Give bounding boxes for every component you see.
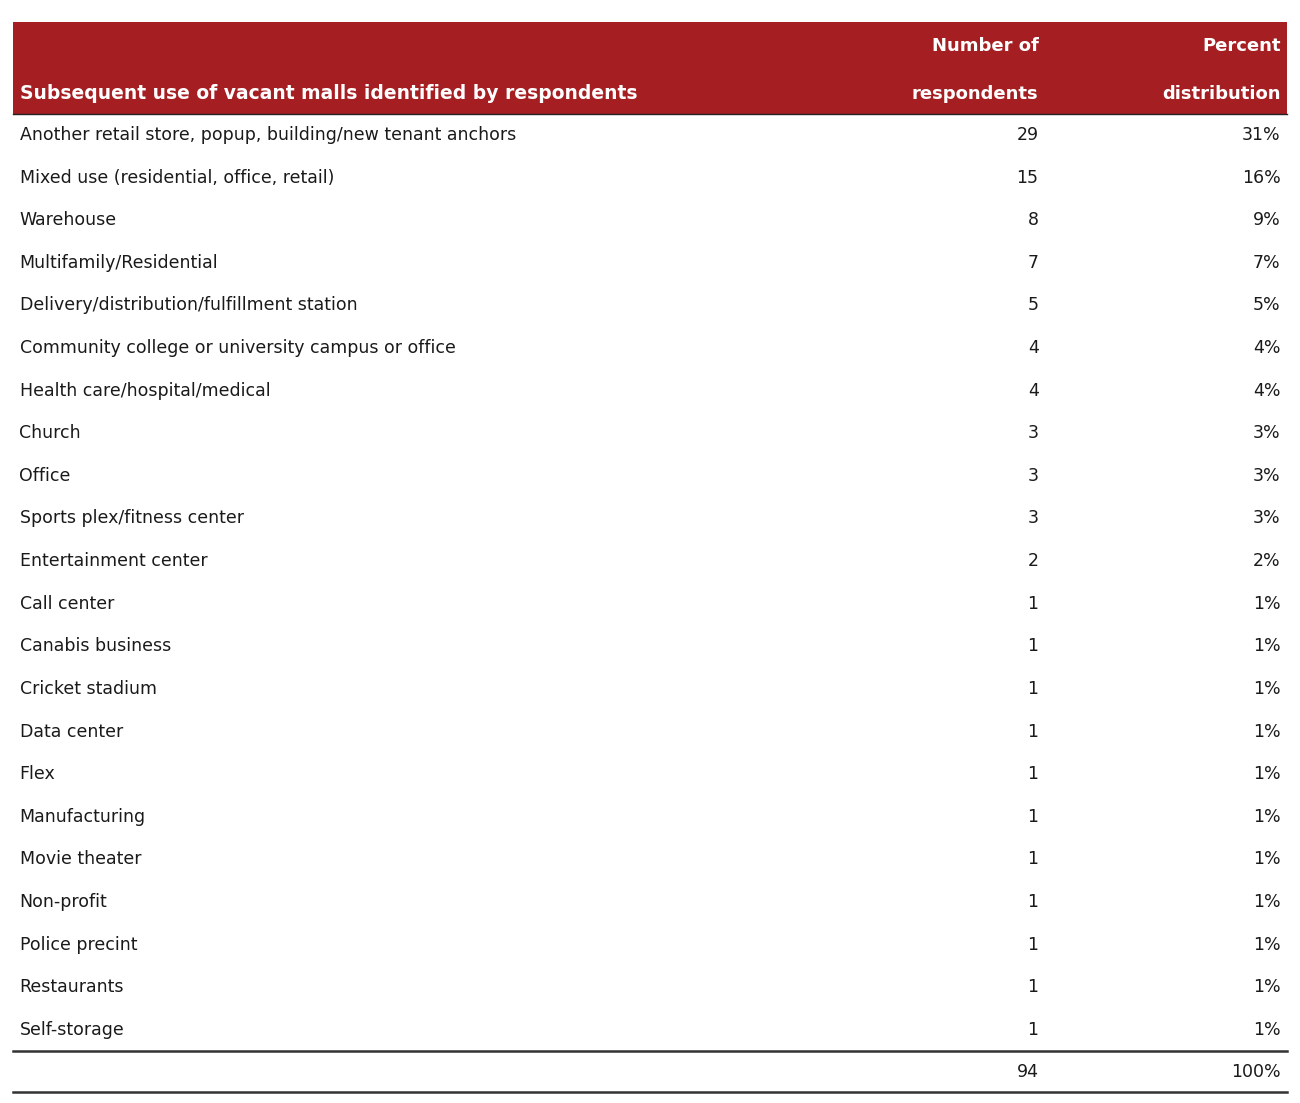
- Text: 1%: 1%: [1253, 893, 1280, 911]
- Text: Subsequent use of vacant malls identified by respondents: Subsequent use of vacant malls identifie…: [20, 84, 637, 103]
- FancyBboxPatch shape: [13, 199, 1287, 242]
- Text: 5: 5: [1027, 297, 1039, 314]
- Text: 3%: 3%: [1253, 467, 1280, 485]
- Text: 1%: 1%: [1253, 638, 1280, 655]
- Text: Warehouse: Warehouse: [20, 211, 117, 229]
- Text: 4: 4: [1028, 382, 1039, 399]
- Text: 7: 7: [1027, 254, 1039, 271]
- Text: 3%: 3%: [1253, 510, 1280, 527]
- Text: Another retail store, popup, building/new tenant anchors: Another retail store, popup, building/ne…: [20, 126, 516, 143]
- Text: 1: 1: [1027, 893, 1039, 911]
- Text: 1%: 1%: [1253, 722, 1280, 740]
- Text: Police precint: Police precint: [20, 935, 136, 954]
- FancyBboxPatch shape: [13, 923, 1287, 966]
- FancyBboxPatch shape: [13, 710, 1287, 753]
- Text: 1: 1: [1027, 595, 1039, 612]
- Text: 94: 94: [1017, 1062, 1039, 1081]
- Text: 1: 1: [1027, 722, 1039, 740]
- Text: Data center: Data center: [20, 722, 122, 740]
- FancyBboxPatch shape: [13, 1008, 1287, 1051]
- Text: 16%: 16%: [1242, 169, 1280, 186]
- Text: distribution: distribution: [1162, 85, 1280, 103]
- Text: Number of: Number of: [932, 38, 1039, 55]
- Text: 3: 3: [1027, 467, 1039, 485]
- FancyBboxPatch shape: [13, 667, 1287, 710]
- Text: Entertainment center: Entertainment center: [20, 553, 207, 570]
- FancyBboxPatch shape: [13, 795, 1287, 838]
- Text: respondents: respondents: [911, 85, 1039, 103]
- FancyBboxPatch shape: [13, 157, 1287, 199]
- Text: 4%: 4%: [1253, 382, 1280, 399]
- Text: Community college or university campus or office: Community college or university campus o…: [20, 339, 455, 357]
- Text: 1: 1: [1027, 638, 1039, 655]
- Text: 1%: 1%: [1253, 978, 1280, 996]
- Text: 31%: 31%: [1242, 126, 1280, 143]
- Text: 1%: 1%: [1253, 935, 1280, 954]
- FancyBboxPatch shape: [13, 539, 1287, 582]
- Text: Movie theater: Movie theater: [20, 850, 140, 868]
- Text: Multifamily/Residential: Multifamily/Residential: [20, 254, 218, 271]
- Text: Office: Office: [20, 467, 72, 485]
- FancyBboxPatch shape: [13, 838, 1287, 880]
- Text: Call center: Call center: [20, 595, 114, 612]
- Text: Non-profit: Non-profit: [20, 893, 107, 911]
- Text: 1: 1: [1027, 935, 1039, 954]
- Text: Restaurants: Restaurants: [20, 978, 124, 996]
- Text: 1%: 1%: [1253, 1021, 1280, 1039]
- FancyBboxPatch shape: [13, 326, 1287, 370]
- Text: 2%: 2%: [1253, 553, 1280, 570]
- Text: 1: 1: [1027, 765, 1039, 783]
- Text: 1%: 1%: [1253, 679, 1280, 698]
- Text: 4%: 4%: [1253, 339, 1280, 357]
- FancyBboxPatch shape: [13, 880, 1287, 923]
- Text: 9%: 9%: [1253, 211, 1280, 229]
- Text: Sports plex/fitness center: Sports plex/fitness center: [20, 510, 243, 527]
- Text: Cricket stadium: Cricket stadium: [20, 679, 156, 698]
- Text: 5%: 5%: [1253, 297, 1280, 314]
- FancyBboxPatch shape: [13, 285, 1287, 326]
- Text: 4: 4: [1028, 339, 1039, 357]
- Text: 1: 1: [1027, 850, 1039, 868]
- Text: Percent: Percent: [1202, 38, 1280, 55]
- Text: 1%: 1%: [1253, 765, 1280, 783]
- Text: Delivery/distribution/fulfillment station: Delivery/distribution/fulfillment statio…: [20, 297, 358, 314]
- FancyBboxPatch shape: [13, 370, 1287, 411]
- Text: 1: 1: [1027, 807, 1039, 826]
- Text: 1: 1: [1027, 679, 1039, 698]
- Text: Self-storage: Self-storage: [20, 1021, 125, 1039]
- Text: 15: 15: [1017, 169, 1039, 186]
- Text: 8: 8: [1027, 211, 1039, 229]
- Text: Flex: Flex: [20, 765, 55, 783]
- FancyBboxPatch shape: [13, 114, 1287, 157]
- Text: 1: 1: [1027, 1021, 1039, 1039]
- FancyBboxPatch shape: [13, 454, 1287, 497]
- Text: 1%: 1%: [1253, 850, 1280, 868]
- FancyBboxPatch shape: [13, 625, 1287, 667]
- Text: 3: 3: [1027, 425, 1039, 442]
- Text: 3: 3: [1027, 510, 1039, 527]
- FancyBboxPatch shape: [13, 242, 1287, 285]
- Text: 100%: 100%: [1231, 1062, 1280, 1081]
- Text: 1%: 1%: [1253, 595, 1280, 612]
- Text: Canabis business: Canabis business: [20, 638, 170, 655]
- Text: 1: 1: [1027, 978, 1039, 996]
- FancyBboxPatch shape: [13, 22, 1287, 114]
- FancyBboxPatch shape: [13, 411, 1287, 454]
- Text: 2: 2: [1027, 553, 1039, 570]
- Text: Church: Church: [20, 425, 81, 442]
- FancyBboxPatch shape: [13, 582, 1287, 625]
- Text: Health care/hospital/medical: Health care/hospital/medical: [20, 382, 270, 399]
- Text: 29: 29: [1017, 126, 1039, 143]
- FancyBboxPatch shape: [13, 753, 1287, 795]
- Text: Mixed use (residential, office, retail): Mixed use (residential, office, retail): [20, 169, 334, 186]
- Text: Manufacturing: Manufacturing: [20, 807, 146, 826]
- Text: 3%: 3%: [1253, 425, 1280, 442]
- FancyBboxPatch shape: [13, 966, 1287, 1008]
- FancyBboxPatch shape: [13, 497, 1287, 539]
- Text: 7%: 7%: [1253, 254, 1280, 271]
- Text: 1%: 1%: [1253, 807, 1280, 826]
